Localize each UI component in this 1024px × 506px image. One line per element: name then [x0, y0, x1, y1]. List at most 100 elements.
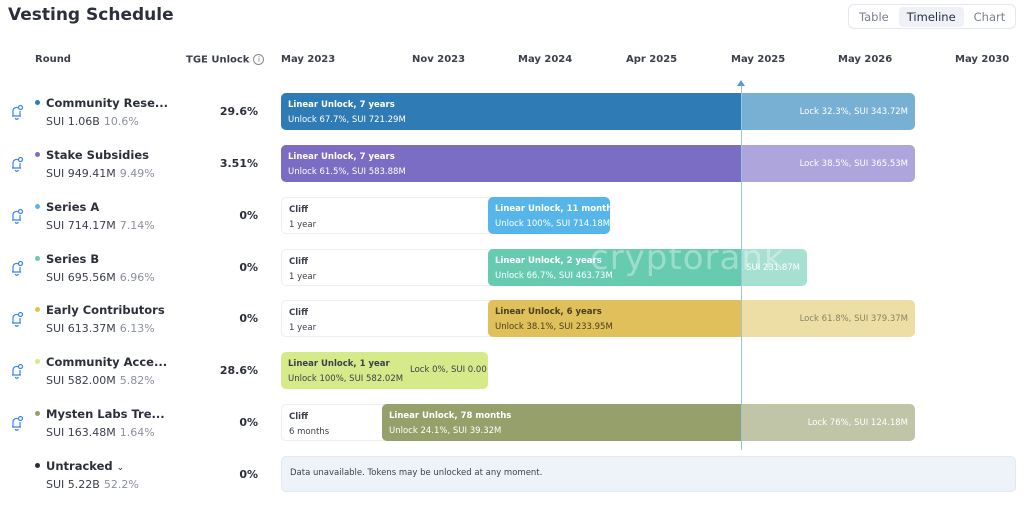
round-share: 5.82%: [119, 374, 155, 387]
linear-detail: Unlock 100%, SUI 582.02M: [288, 374, 404, 384]
round-amount-value: SUI 613.37M: [46, 322, 116, 335]
round-amount-value: SUI 1.06B: [46, 115, 100, 128]
round-name[interactable]: Early Contributors: [46, 303, 165, 317]
linear-unlock-segment[interactable]: Linear Unlock, 1 year Unlock 100%, SUI 58…: [281, 352, 488, 389]
linear-unlock-segment[interactable]: Linear Unlock, 7 years Unlock 61.5%, SUI …: [281, 145, 741, 182]
bell-alert-icon[interactable]: [10, 363, 24, 379]
round-header: Round: [35, 54, 71, 65]
round-share: 10.6%: [103, 115, 139, 128]
cliff-segment[interactable]: Cliff 6 months: [281, 404, 390, 441]
round-name[interactable]: Mysten Labs Tre...: [46, 407, 165, 421]
cliff-title: Cliff: [289, 412, 308, 422]
round-name[interactable]: Series A: [46, 200, 100, 214]
round-share: 9.49%: [119, 167, 155, 180]
info-icon[interactable]: i: [253, 54, 265, 65]
tge-unlock: 0%: [239, 261, 258, 274]
cliff-duration: 1 year: [289, 220, 317, 230]
round-share: 6.13%: [119, 322, 155, 335]
linear-detail: Unlock 38.1%, SUI 233.95M: [495, 322, 613, 332]
timeline-label: Nov 2023: [412, 54, 466, 65]
linear-title: Linear Unlock, 1 year: [288, 359, 390, 369]
bell-alert-icon[interactable]: [10, 311, 24, 327]
cliff-title: Cliff: [289, 308, 308, 318]
untracked-message: Data unavailable. Tokens may be unlocked…: [281, 456, 1016, 492]
untracked-toggle[interactable]: Untracked ⌄: [46, 459, 124, 473]
cliff-duration: 1 year: [289, 272, 317, 282]
round-color-dot: [35, 463, 40, 468]
timeline-label: May 2030: [955, 54, 1010, 65]
round-color-dot: [35, 307, 40, 312]
tge-unlock: 0%: [239, 416, 258, 429]
linear-title: Linear Unlock, 2 years: [495, 256, 602, 266]
tab-chart[interactable]: Chart: [973, 9, 1006, 24]
lock-label: Lock 33.3%, SUI 231.87M: [691, 262, 800, 273]
timeline-label: May 2025: [731, 54, 786, 65]
tge-unlock: 0%: [239, 312, 258, 325]
cliff-segment[interactable]: Cliff 1 year: [281, 197, 496, 234]
cliff-segment[interactable]: Cliff 1 year: [281, 300, 496, 337]
linear-title: Linear Unlock, 7 years: [288, 152, 395, 162]
linear-unlock-segment[interactable]: Linear Unlock, 6 years Unlock 38.1%, SUI …: [488, 300, 741, 337]
round-name[interactable]: Stake Subsidies: [46, 148, 149, 162]
round-name[interactable]: Community Rese...: [46, 96, 169, 110]
tab-timeline[interactable]: Timeline: [898, 6, 964, 27]
round-share: 6.96%: [119, 271, 155, 284]
tge-unlock: 29.6%: [219, 105, 258, 118]
round-amount-value: SUI 163.48M: [46, 426, 116, 439]
linear-detail: Unlock 24.1%, SUI 39.32M: [389, 426, 502, 436]
round-name: Untracked: [46, 459, 113, 473]
round-amount: SUI 714.17M 7.14%: [46, 219, 155, 232]
round-color-dot: [35, 411, 40, 416]
round-amount: SUI 1.06B 10.6%: [46, 115, 139, 128]
bell-alert-icon[interactable]: [10, 208, 24, 224]
round-name[interactable]: Community Acce...: [46, 355, 168, 369]
cliff-title: Cliff: [289, 205, 308, 215]
cliff-duration: 1 year: [289, 323, 317, 333]
bell-alert-icon[interactable]: [10, 104, 24, 120]
round-amount: SUI 949.41M 9.49%: [46, 167, 155, 180]
linear-title: Linear Unlock, 78 months: [389, 411, 512, 421]
lock-label: Lock 38.5%, SUI 365.53M: [799, 158, 908, 169]
lock-label: Lock 61.8%, SUI 379.37M: [799, 313, 908, 324]
bell-alert-icon[interactable]: [10, 260, 24, 276]
round-color-dot: [35, 152, 40, 157]
round-color-dot: [35, 100, 40, 105]
lock-label: Lock 0%, SUI 0.00: [410, 365, 487, 375]
timeline-label: May 2024: [518, 54, 573, 65]
cliff-duration: 6 months: [289, 427, 330, 437]
tge-unlock: 28.6%: [219, 364, 258, 377]
round-amount-value: SUI 714.17M: [46, 219, 116, 232]
round-amount: SUI 5.22B 52.2%: [46, 478, 139, 491]
round-name[interactable]: Series B: [46, 252, 100, 266]
linear-unlock-segment[interactable]: Linear Unlock, 7 years Unlock 67.7%, SUI …: [281, 93, 741, 130]
watermark: cryptorank: [590, 238, 785, 278]
round-amount: SUI 613.37M 6.13%: [46, 322, 155, 335]
linear-detail: Unlock 100%, SUI 714.18M: [495, 219, 610, 229]
round-share: 7.14%: [119, 219, 155, 232]
linear-unlock-segment[interactable]: Linear Unlock, 78 months Unlock 24.1%, SU…: [382, 404, 741, 441]
timeline-label: May 2023: [281, 54, 336, 65]
cliff-segment[interactable]: Cliff 1 year: [281, 249, 496, 286]
round-amount-value: SUI 695.56M: [46, 271, 116, 284]
round-color-dot: [35, 256, 40, 261]
tge-unlock: 3.51%: [219, 157, 258, 170]
linear-unlock-segment[interactable]: Linear Unlock, 11 months Unlock 100%, SUI…: [488, 197, 610, 234]
round-share: 1.64%: [119, 426, 155, 439]
round-color-dot: [35, 359, 40, 364]
timeline-label: Apr 2025: [626, 54, 678, 65]
current-date-line: [741, 84, 742, 450]
tge-header: TGE Unlock i: [186, 54, 265, 66]
linear-title: Linear Unlock, 6 years: [495, 307, 602, 317]
tab-table[interactable]: Table: [859, 9, 889, 24]
round-amount-value: SUI 582.00M: [46, 374, 116, 387]
bell-alert-icon[interactable]: [10, 415, 24, 431]
chevron-down-icon: ⌄: [116, 463, 125, 473]
bell-alert-icon[interactable]: [10, 156, 24, 172]
page-title: Vesting Schedule: [8, 5, 174, 25]
linear-detail: Unlock 67.7%, SUI 721.29M: [288, 115, 406, 125]
tge-unlock: 0%: [239, 468, 258, 481]
linear-unlock-segment[interactable]: Linear Unlock, 2 years Unlock 66.7%, SUI …: [488, 249, 741, 286]
tge-header-label: TGE Unlock: [186, 54, 250, 66]
timeline-label: May 2026: [838, 54, 893, 65]
view-switch: Table Timeline Chart: [848, 4, 1016, 29]
